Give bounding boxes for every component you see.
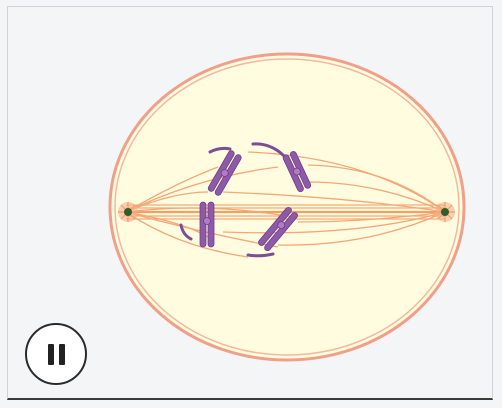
chromosome (199, 201, 215, 248)
centrosome-right (435, 202, 455, 222)
chromosomes (199, 150, 312, 252)
cell-membrane-inner (114, 58, 460, 356)
pause-icon (59, 344, 65, 365)
chromosome (258, 206, 298, 252)
pause-icon (48, 344, 54, 365)
centrosome-left (118, 202, 138, 222)
spindle-fibers (125, 151, 446, 258)
pause-button[interactable] (25, 323, 87, 385)
chromosome (282, 151, 312, 193)
chromosome (207, 150, 242, 196)
animation-panel (7, 6, 493, 400)
cell-membrane-outer (108, 52, 466, 362)
cell-diagram (108, 52, 466, 362)
